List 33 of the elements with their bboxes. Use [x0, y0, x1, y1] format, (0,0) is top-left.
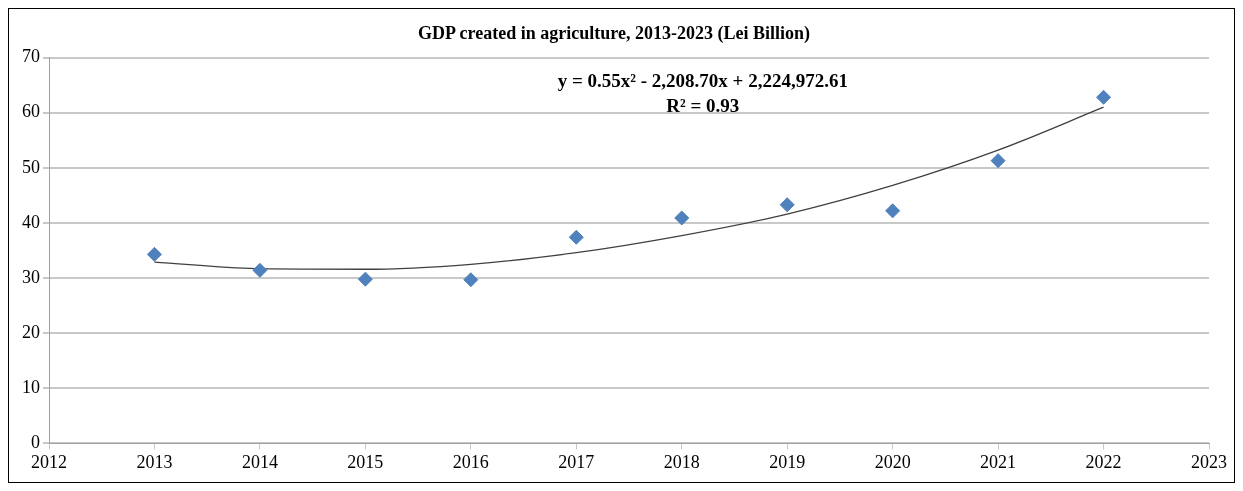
- y-tick-label: 40: [22, 211, 40, 232]
- point: [463, 272, 479, 288]
- x-tick-label: 2017: [558, 451, 595, 472]
- x-tick-label: 2023: [1191, 451, 1227, 472]
- x-tick-label: 2012: [31, 451, 67, 472]
- y-tick-label: 20: [22, 321, 40, 342]
- x-tick-label: 2019: [769, 451, 806, 472]
- point: [146, 246, 162, 262]
- point: [885, 203, 901, 219]
- y-tick-label: 30: [22, 266, 40, 287]
- point: [568, 229, 584, 245]
- point: [1096, 89, 1112, 105]
- x-tick-label: 2016: [452, 451, 489, 472]
- y-tick-label: 70: [22, 46, 40, 67]
- chart-title: GDP created in agriculture, 2013-2023 (Lei Billion): [418, 23, 810, 45]
- y-tick-label: 0: [31, 432, 40, 453]
- x-tick-label: 2022: [1085, 451, 1122, 472]
- x-tick-label: 2018: [663, 451, 700, 472]
- point: [779, 197, 795, 213]
- annotation: y = 0.55x² - 2,208.70x + 2,224,972.61: [557, 70, 848, 92]
- x-tick-label: 2021: [980, 451, 1017, 472]
- y-tick-label: 10: [22, 377, 40, 398]
- y-tick-label: 50: [22, 156, 40, 177]
- point: [674, 210, 690, 226]
- x-tick-label: 2015: [347, 451, 384, 472]
- point: [990, 153, 1006, 169]
- point: [357, 271, 373, 287]
- point: [252, 262, 268, 278]
- x-tick-label: 2013: [136, 451, 173, 472]
- y-tick-label: 60: [22, 101, 40, 122]
- x-tick-label: 2020: [874, 451, 911, 472]
- annotation: R² = 0.93: [666, 95, 740, 117]
- x-tick-label: 2014: [241, 451, 278, 472]
